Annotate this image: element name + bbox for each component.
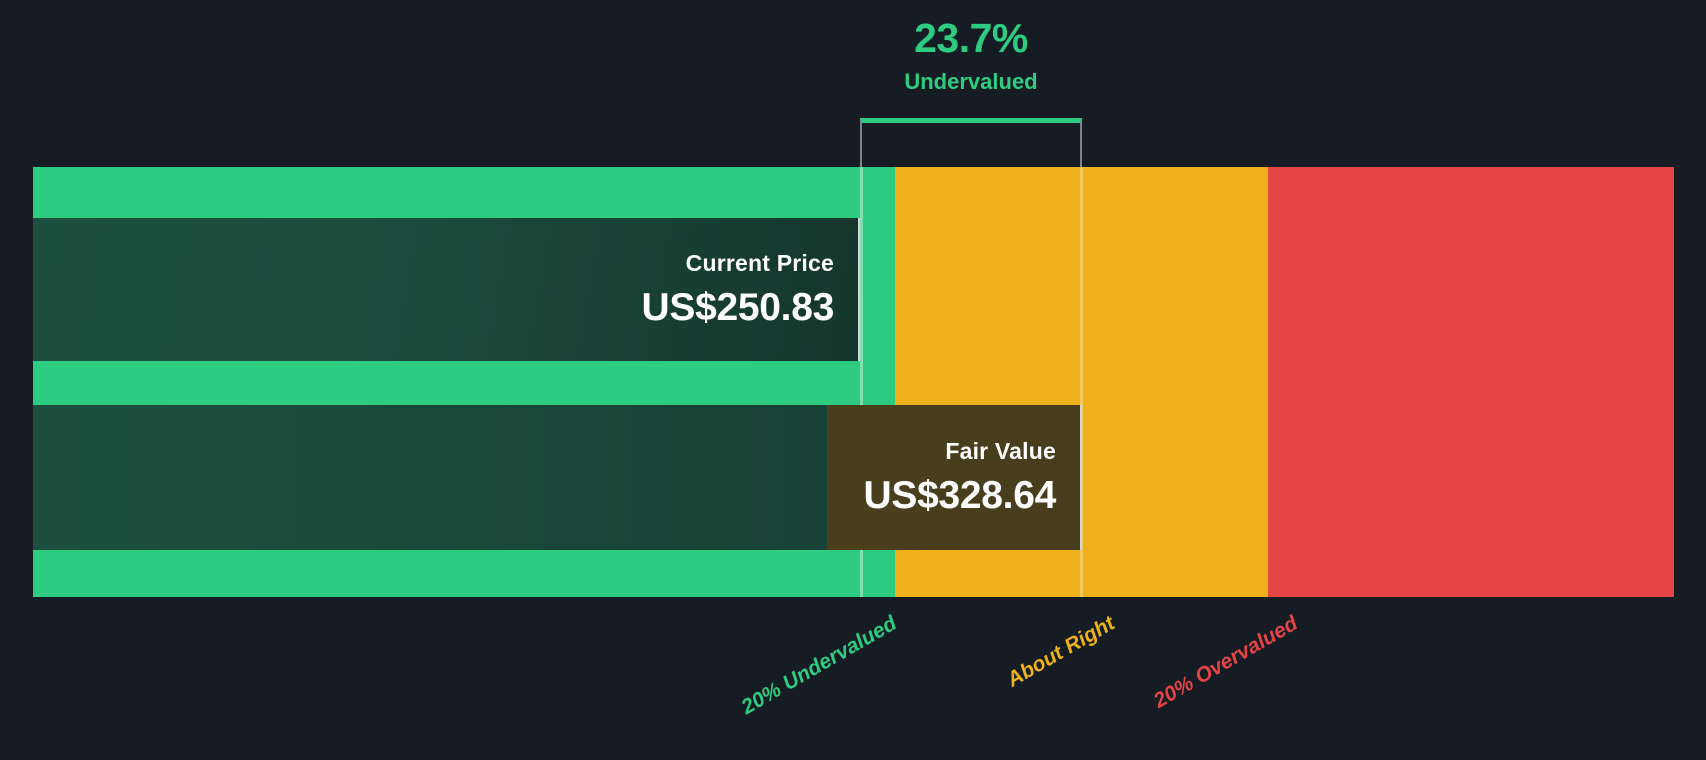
fair-value-label: Fair Value [945,438,1056,464]
valuation-verdict: Undervalued [904,69,1038,94]
axis-label-undervalued: 20% Undervalued [737,611,901,720]
axis-label-about-right: About Right [1002,611,1119,692]
valuation-gap-bracket [860,118,1082,170]
fair-value-value: US$328.64 [863,474,1057,517]
zone-about-right-high [1082,167,1268,597]
current-price-value: US$250.83 [641,286,835,329]
current-price-bar: Current Price US$250.83 [33,218,860,361]
fair-value-bar: Fair Value US$328.64 [33,405,1082,550]
zone-divider-left [860,167,863,597]
zone-divider-right [1080,167,1083,597]
axis-label-overvalued: 20% Overvalued [1149,611,1302,713]
undervalued-percent: 23.7% [914,15,1028,61]
zone-overvalued [1268,167,1674,597]
current-price-label: Current Price [685,250,834,276]
valuation-headline: 23.7% Undervalued [860,18,1082,93]
